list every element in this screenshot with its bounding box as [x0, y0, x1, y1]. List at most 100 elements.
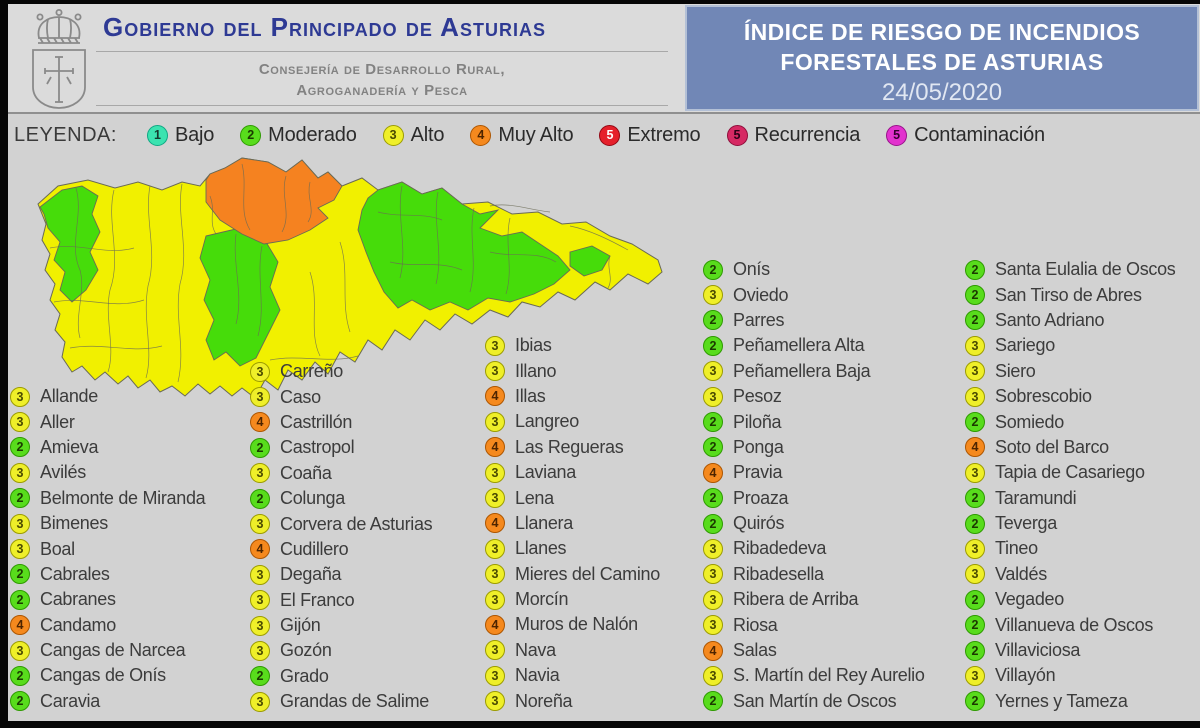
header-divider	[96, 51, 668, 52]
legend-item-alto: 3 Alto	[382, 124, 445, 147]
risk-badge-muy-alto: 4	[485, 386, 505, 407]
map-region-moderado-east	[357, 181, 571, 311]
risk-badge-alto: 3	[965, 538, 985, 559]
municipality-name: Ibias	[515, 335, 552, 356]
risk-badge-moderado: 2	[10, 665, 30, 686]
risk-badge-moderado: 2	[965, 589, 985, 610]
municipality-name: Salas	[733, 640, 777, 661]
municipality-row: 2 Quirós	[703, 511, 925, 536]
gobierno-title: Gobierno del Principado de Asturias	[103, 12, 546, 42]
municipality-name: Proaza	[733, 487, 789, 508]
municipality-name: Valdés	[995, 563, 1047, 584]
risk-badge-alto: 3	[485, 564, 505, 585]
municipality-row: 3 Noreña	[485, 688, 660, 713]
report-title-line-1: ÍNDICE DE RIESGO DE INCENDIOS	[743, 19, 1141, 45]
municipality-name: Caravia	[40, 690, 100, 711]
risk-badge-alto: 3	[485, 665, 505, 686]
risk-badge-alto: 3	[485, 538, 505, 559]
map-region-muy-alto	[205, 157, 343, 245]
legend-label-contaminacion: Contaminación	[914, 123, 1045, 146]
risk-badge-alto: 3	[703, 538, 723, 559]
municipality-row: 2 Villanueva de Oscos	[965, 612, 1176, 637]
screen-edge-top	[0, 0, 1200, 4]
risk-badge-alto: 3	[250, 463, 270, 484]
municipality-row: 2 Belmonte de Miranda	[10, 486, 206, 511]
report-title-panel: ÍNDICE DE RIESGO DE INCENDIOS FORESTALES…	[685, 5, 1199, 111]
risk-badge-moderado: 2	[965, 615, 985, 636]
municipality-row: 4 Salas	[703, 638, 925, 663]
risk-badge-alto: 3	[703, 386, 723, 407]
municipality-row: 3 Carreño	[250, 359, 432, 384]
municipality-row: 4 Illas	[485, 384, 660, 409]
page-header: Gobierno del Principado de Asturias Cons…	[8, 4, 1200, 114]
legend-label-bajo: Bajo	[174, 123, 215, 146]
legend-title: LEYENDA:	[14, 123, 117, 146]
municipality-name: Amieva	[40, 436, 99, 457]
municipality-column-3: 3 Ibias 3 Illano 4 Illas 3 Langreo 4 Las Regueras…	[485, 333, 660, 714]
municipality-name: Pravia	[733, 462, 783, 483]
municipality-row: 3 Degaña	[250, 562, 432, 587]
risk-badge-alto: 3	[250, 590, 270, 611]
municipality-name: Sobrescobio	[995, 386, 1092, 407]
municipality-name: Castrillón	[280, 411, 353, 432]
legend-label-moderado: Moderado	[268, 123, 357, 146]
municipality-name: San Martín de Oscos	[733, 690, 897, 711]
municipality-row: 2 San Tirso de Abres	[965, 282, 1176, 307]
municipality-row: 2 Santo Adriano	[965, 308, 1176, 333]
municipality-row: 3 Pesoz	[703, 384, 925, 409]
municipality-row: 3 Navia	[485, 663, 660, 688]
municipality-name: Aller	[40, 411, 75, 432]
risk-badge-alto: 3	[250, 387, 270, 408]
municipality-name: Grandas de Salime	[280, 691, 429, 712]
municipality-name: Corvera de Asturias	[280, 513, 433, 534]
risk-badge-moderado: 2	[965, 412, 985, 433]
municipality-row: 2 Parres	[703, 308, 925, 333]
risk-badge-moderado: 2	[965, 691, 985, 712]
risk-badge-moderado: 2	[703, 488, 723, 509]
risk-badge-muy-alto: 4	[703, 462, 723, 483]
municipality-row: 2 Colunga	[250, 486, 432, 511]
risk-badge-moderado: 2	[965, 488, 985, 509]
municipality-row: 3 Gijón	[250, 613, 432, 638]
municipality-row: 3 Allande	[10, 384, 205, 409]
legend-item-bajo: 1 Bajo	[146, 123, 215, 147]
risk-badge-alto: 3	[965, 665, 985, 686]
municipality-name: Cabranes	[40, 589, 116, 610]
municipality-name: Mieres del Camino	[515, 563, 660, 584]
risk-badge-moderado: 2	[703, 335, 723, 356]
municipality-name: Morcín	[515, 589, 569, 610]
municipality-row: 3 Sobrescobio	[965, 384, 1176, 409]
municipality-name: Noreña	[515, 690, 573, 711]
risk-badge-alto: 3	[965, 361, 985, 382]
risk-badge-alto: 3	[485, 488, 505, 509]
municipality-name: Boal	[40, 538, 75, 559]
municipality-row: 2 Piloña	[703, 409, 925, 434]
map-region-moderado-west	[39, 185, 101, 303]
municipality-name: Villanueva de Oscos	[995, 614, 1154, 635]
risk-badge-moderado: 2	[703, 259, 723, 280]
municipality-name: Riosa	[733, 614, 778, 635]
municipality-name: Ribadedeva	[733, 538, 827, 559]
municipality-row: 2 San Martín de Oscos	[703, 689, 925, 714]
municipality-name: Ribadesella	[733, 563, 824, 584]
municipality-name: Tineo	[995, 538, 1038, 559]
municipality-row: 3 Morcín	[485, 587, 660, 612]
municipality-row: 3 Ribadedeva	[703, 536, 925, 561]
municipality-name: Sariego	[995, 335, 1055, 356]
municipality-name: Onís	[733, 259, 770, 280]
municipality-row: 2 Ponga	[703, 435, 925, 460]
municipality-row: 3 Avilés	[10, 460, 205, 485]
municipality-name: Allande	[40, 386, 98, 407]
municipality-row: 2 Vegadeo	[965, 587, 1176, 612]
municipality-row: 3 Lena	[485, 485, 660, 510]
risk-badge-alto: 3	[485, 589, 505, 610]
municipality-row: 3 Ribadesella	[703, 562, 925, 587]
risk-badge-moderado: 2	[10, 437, 30, 458]
risk-badge-muy-alto: 4	[10, 615, 30, 636]
municipality-name: Llanes	[515, 538, 567, 559]
municipality-name: Quirós	[733, 513, 785, 534]
municipality-name: San Tirso de Abres	[995, 284, 1142, 305]
report-date: 24/05/2020	[881, 79, 1003, 106]
screen-edge-bottom	[0, 721, 1200, 728]
municipality-row: 2 Castropol	[250, 435, 432, 460]
